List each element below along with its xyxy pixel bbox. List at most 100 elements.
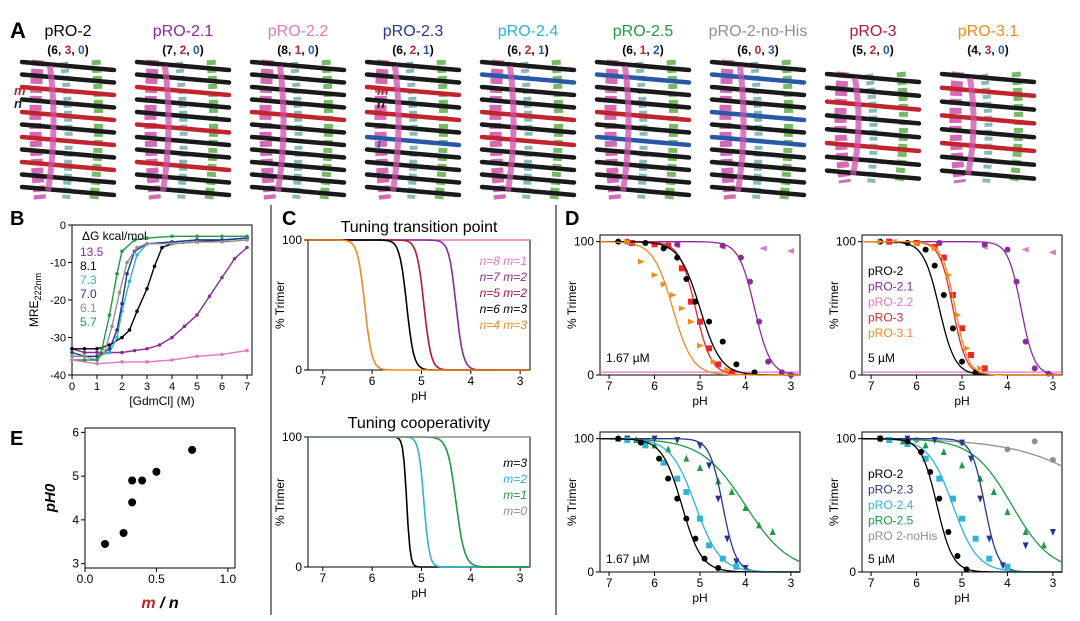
data-point xyxy=(747,278,753,285)
data-point xyxy=(990,488,997,495)
count-part: 0 xyxy=(193,43,200,57)
layer-bar xyxy=(709,172,807,185)
legend-entry: n=5 m=2 xyxy=(480,286,528,300)
y-tick-label: 5 xyxy=(72,469,79,483)
data-point xyxy=(651,272,659,278)
variant-counts: (4, 3, 0) xyxy=(967,43,1008,57)
count-part: ) xyxy=(660,43,664,57)
data-point xyxy=(968,352,975,358)
count-part: 0 xyxy=(78,43,85,57)
layer-bar xyxy=(19,159,117,173)
data-point xyxy=(170,241,174,246)
layer-bar xyxy=(479,147,577,160)
count-part: ( xyxy=(47,43,51,57)
helix-front xyxy=(45,65,57,192)
y-tick-label: 0 xyxy=(60,220,66,232)
data-point xyxy=(751,369,758,376)
legend-entry: m=3 xyxy=(503,456,527,470)
count-part: 6 xyxy=(511,43,518,57)
series-5.7 xyxy=(70,234,249,362)
helix-green xyxy=(89,59,104,200)
layer-bar xyxy=(19,59,117,73)
helix-front xyxy=(850,77,862,176)
layer-bar xyxy=(364,97,462,110)
data-point xyxy=(152,467,161,476)
y-tick-label: -10 xyxy=(50,258,66,270)
layer-bar xyxy=(19,72,117,85)
data-point xyxy=(769,528,776,535)
legend-eq: = xyxy=(513,504,520,518)
y-tick-label: 100 xyxy=(282,233,302,247)
data-point xyxy=(692,535,699,542)
series-pRO-3.1 xyxy=(600,238,800,376)
series-pRO-2 xyxy=(600,435,800,573)
data-point xyxy=(101,539,109,548)
variant-pRO-2.4: pRO-2.4 (6, 2, 1) xyxy=(479,23,577,202)
data-point xyxy=(70,358,74,362)
layer-bar xyxy=(709,72,807,85)
y-axis-label: MRE222nm xyxy=(27,273,43,327)
legend-n-key: n xyxy=(480,286,487,300)
data-point xyxy=(1004,563,1011,570)
data-point xyxy=(170,335,174,340)
series-pRO-2.5 xyxy=(599,434,801,563)
layer-bar xyxy=(19,172,117,185)
data-point xyxy=(1049,457,1056,463)
data-point xyxy=(70,350,74,355)
count-part: 0 xyxy=(308,43,315,57)
data-point xyxy=(959,439,965,447)
data-point xyxy=(82,350,87,355)
layer-label-n: n xyxy=(14,96,22,111)
data-point xyxy=(674,254,681,261)
legend-m-key: m xyxy=(503,488,513,502)
data-point xyxy=(207,294,212,299)
data-point xyxy=(1040,541,1047,549)
layer-label-m: m xyxy=(14,83,26,98)
data-point xyxy=(959,358,965,365)
data-point xyxy=(674,437,681,444)
data-point xyxy=(245,234,249,239)
helix-green xyxy=(664,59,679,200)
series-line xyxy=(71,246,248,354)
count-part: ) xyxy=(200,43,204,57)
legend-m-key: m xyxy=(503,456,513,470)
x-label-n: n xyxy=(169,595,179,612)
data-point xyxy=(160,245,164,250)
count-part: , xyxy=(991,43,998,57)
layer-bar xyxy=(134,134,232,148)
data-point xyxy=(107,350,112,355)
data-point xyxy=(70,346,74,351)
data-point xyxy=(786,248,794,254)
x-axis-label: pH xyxy=(954,591,969,605)
legend-eq: = xyxy=(513,270,520,284)
y-tick-label: 100 xyxy=(836,432,856,446)
data-point xyxy=(922,246,929,253)
data-point xyxy=(715,565,722,571)
legend-eq: = xyxy=(486,286,493,300)
data-point xyxy=(706,345,713,352)
x-tick-label: 4 xyxy=(742,576,749,590)
data-point xyxy=(1004,446,1011,453)
data-point xyxy=(145,346,149,351)
variant-counts: (6, 0, 3) xyxy=(737,43,778,57)
legend-n-val: 4 xyxy=(493,318,500,332)
data-point xyxy=(674,241,681,248)
count-part: , xyxy=(58,43,65,57)
data-point xyxy=(940,292,947,298)
layer-bar xyxy=(709,84,807,98)
helix-green xyxy=(894,71,909,184)
data-point xyxy=(972,535,979,542)
data-point xyxy=(245,348,249,353)
data-point xyxy=(904,240,911,246)
data-point xyxy=(674,475,681,482)
data-point xyxy=(986,535,993,543)
legend-entry: 5.7 xyxy=(80,315,97,329)
x-tick-label: 5 xyxy=(418,571,425,585)
x-tick-label: 4 xyxy=(467,374,474,388)
data-point xyxy=(100,346,104,351)
count-part: 0 xyxy=(998,43,1005,57)
data-point xyxy=(232,256,237,261)
data-point xyxy=(719,242,726,249)
x-tick-label: 7 xyxy=(868,576,875,590)
data-point xyxy=(936,495,943,502)
